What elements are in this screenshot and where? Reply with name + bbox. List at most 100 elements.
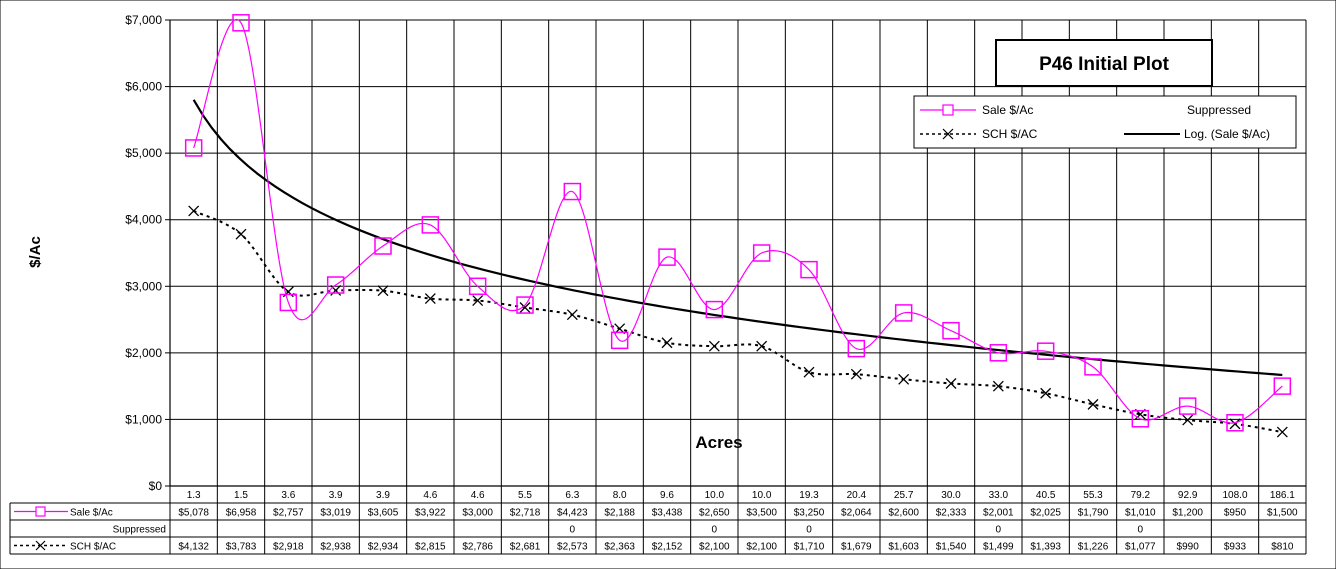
sch-point <box>519 302 531 313</box>
x-tick-label: 10.0 <box>705 490 725 501</box>
table-legend-marker-sch <box>35 540 46 551</box>
x-tick-label: 19.3 <box>799 490 819 501</box>
table-cell-sale: $2,064 <box>841 508 872 519</box>
legend-box <box>913 95 1297 149</box>
table-cell-sale: $2,718 <box>510 508 541 519</box>
legend-marker-sch <box>942 128 954 140</box>
table-cell-sale: $3,019 <box>320 508 351 519</box>
series-layer <box>184 14 1292 438</box>
x-tick-label: 3.6 <box>281 490 295 501</box>
legend-item-sch: SCH $/AC <box>920 127 1038 141</box>
sale-point <box>989 344 1008 362</box>
table-cell-suppressed: 0 <box>712 525 718 536</box>
y-tick-label: $1,000 <box>125 412 162 426</box>
x-tick-label: 108.0 <box>1222 490 1247 501</box>
table-cell-sch: $2,573 <box>557 542 588 553</box>
table-cell-sch: $3,783 <box>226 542 257 553</box>
table-cell-sch: $2,786 <box>462 542 493 553</box>
table-cell-sale: $3,438 <box>652 508 683 519</box>
sch-point <box>424 293 436 305</box>
sale-point <box>942 321 960 340</box>
table-row-header-sch: SCH $/AC <box>14 540 116 553</box>
x-tick-label: 3.9 <box>376 490 390 501</box>
legend-item-suppressed: Suppressed <box>1187 103 1251 117</box>
table-cell-suppressed: 0 <box>1138 525 1144 536</box>
sch-point <box>1040 387 1052 399</box>
x-tick-label: 20.4 <box>847 490 867 501</box>
sale-point <box>184 139 203 157</box>
x-tick-label: 8.0 <box>613 490 627 501</box>
table-cell-sch: $1,603 <box>888 542 919 553</box>
table-cell-sch: $1,226 <box>1078 542 1109 553</box>
legend-label-sale: Sale $/Ac <box>982 103 1033 117</box>
y-axis-title: $/Ac <box>27 236 44 268</box>
x-tick-label: 30.0 <box>941 490 961 501</box>
table-cell-sch: $4,132 <box>178 542 209 553</box>
table-cell-sch: $1,499 <box>983 542 1014 553</box>
sale-point <box>1178 397 1197 415</box>
x-tick-label: 1.5 <box>234 490 248 501</box>
table-cell-sch: $2,152 <box>652 542 683 553</box>
table-cell-sch: $2,938 <box>320 542 351 553</box>
table-cell-sch: $1,679 <box>841 542 872 553</box>
sale-point <box>326 276 345 294</box>
sch-point <box>708 340 720 352</box>
sale-point <box>658 248 676 266</box>
sale-point <box>894 304 913 322</box>
x-tick-label: 1.3 <box>187 490 201 501</box>
sale-point <box>232 14 250 32</box>
table-cell-sale: $5,078 <box>178 508 209 519</box>
table-cell-suppressed: 0 <box>570 525 576 536</box>
sale-point <box>800 260 818 279</box>
sch-point <box>377 285 389 297</box>
legend-item-sale: Sale $/Ac <box>920 103 1033 117</box>
table-cell-sch: $2,815 <box>415 542 446 553</box>
sch-point <box>850 368 862 380</box>
table-cell-sale: $1,010 <box>1125 508 1156 519</box>
table-row-header-sale: Sale $/Ac <box>14 506 113 519</box>
sch-point <box>945 378 957 389</box>
table-cell-sale: $3,500 <box>746 508 777 519</box>
sch-point <box>1229 418 1241 430</box>
table-cell-sch: $933 <box>1224 542 1247 553</box>
table-cell-sch: $1,077 <box>1125 542 1156 553</box>
table-cell-sch: $2,363 <box>604 542 635 553</box>
x-tick-label: 5.5 <box>518 490 532 501</box>
table-cell-sale: $2,600 <box>888 508 919 519</box>
sch-point <box>235 228 247 240</box>
legend: Sale $/Ac Suppressed SCH $/AC Log. (Sale… <box>913 95 1297 149</box>
sch-point <box>661 337 673 349</box>
table-cell-sch: $1,540 <box>936 542 967 553</box>
table-cell-sale: $950 <box>1224 508 1247 519</box>
sale-point <box>1226 414 1244 432</box>
sch-point <box>472 295 484 306</box>
sch-point <box>756 340 768 352</box>
chart-title-box: P46 Initial Plot <box>995 39 1213 87</box>
y-tick-label: $3,000 <box>125 279 162 293</box>
table-row-label-suppressed: Suppressed <box>113 525 166 536</box>
legend-item-trendline: Log. (Sale $/Ac) <box>1124 127 1270 141</box>
chart-title: P46 Initial Plot <box>1039 54 1170 75</box>
sale-point <box>1084 358 1102 376</box>
x-tick-label: 4.6 <box>423 490 437 501</box>
table-cell-sch: $1,393 <box>1030 542 1061 553</box>
series-line-sch <box>193 210 1283 434</box>
table-row-label-sale: Sale $/Ac <box>70 508 113 519</box>
legend-label-sch: SCH $/AC <box>982 127 1038 141</box>
table-cell-sch: $990 <box>1177 542 1200 553</box>
legend-label-suppressed: Suppressed <box>1187 103 1251 117</box>
table-cell-suppressed: 0 <box>996 525 1002 536</box>
table-cell-sale: $1,790 <box>1078 508 1109 519</box>
sch-point <box>898 373 910 385</box>
table-cell-sch: $2,100 <box>699 542 730 553</box>
table-cell-sale: $2,757 <box>273 508 304 519</box>
table-legend-marker-sale <box>35 506 46 517</box>
table-cell-sch: $1,710 <box>794 542 825 553</box>
table-cell-sale: $4,423 <box>557 508 588 519</box>
x-tick-label: 4.6 <box>471 490 485 501</box>
x-tick-label: 25.7 <box>894 490 914 501</box>
table-cell-sch: $2,918 <box>273 542 304 553</box>
sch-point <box>566 309 578 321</box>
sale-point <box>705 300 724 319</box>
